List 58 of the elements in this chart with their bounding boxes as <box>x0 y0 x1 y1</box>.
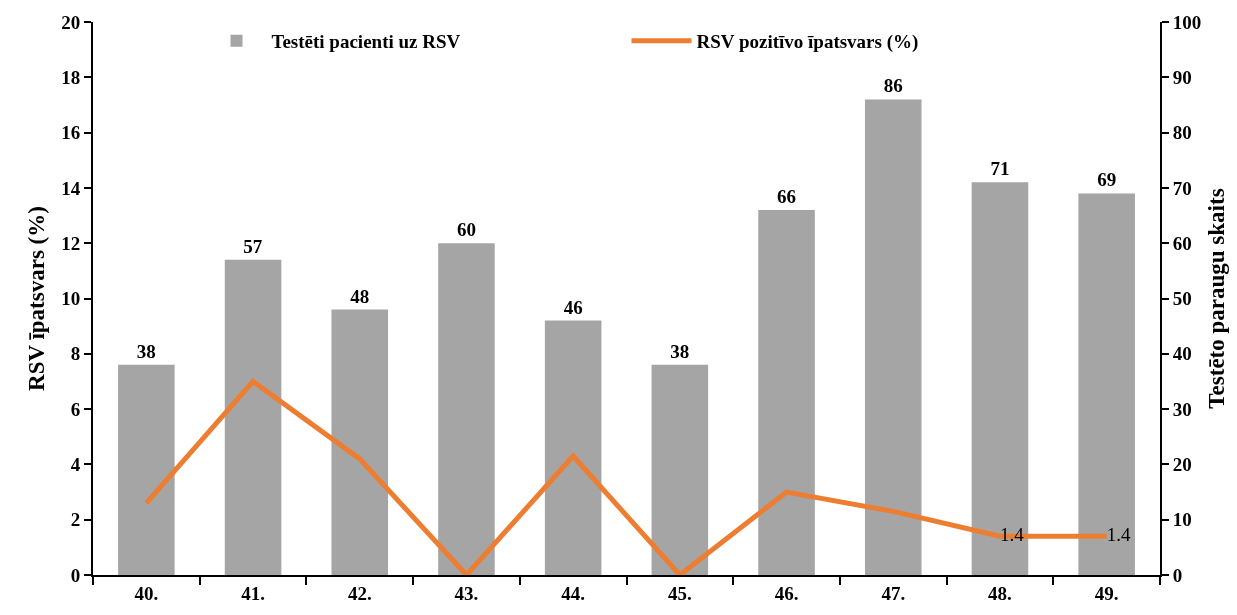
y-tick-label: 6 <box>70 398 81 420</box>
y2-axis-title: Testēto paraugu skaits <box>1204 188 1230 409</box>
data-label: 66 <box>777 186 797 208</box>
y-tick-label: 10 <box>61 288 81 310</box>
y-tick-label: 8 <box>70 343 81 365</box>
x-tick-label: 45. <box>667 582 692 604</box>
data-label: 86 <box>883 75 903 97</box>
y2-tick-label: 20 <box>1172 454 1192 476</box>
bar <box>758 210 815 575</box>
y2-tick-label: 70 <box>1172 177 1192 199</box>
data-label: 69 <box>1097 169 1117 191</box>
y2-tick-label: 80 <box>1172 122 1192 144</box>
x-tick-label: 48. <box>988 582 1012 604</box>
x-tick-label: 43. <box>454 582 479 604</box>
y2-tick-label: 40 <box>1172 343 1192 365</box>
bar <box>331 309 389 575</box>
y-tick-label: 2 <box>70 509 81 531</box>
y2-tick-label: 10 <box>1172 509 1192 531</box>
y-axis-title: RSV īpatsvars (%) <box>24 206 50 391</box>
data-label: 46 <box>563 296 583 318</box>
y-tick-label: 20 <box>61 11 81 33</box>
legend-label: RSV pozitīvo īpatsvars (%) <box>696 31 919 54</box>
data-label: 1.4 <box>1106 524 1131 546</box>
x-tick-label: 42. <box>347 582 372 604</box>
x-tick-label: 40. <box>134 582 159 604</box>
bar <box>651 364 709 575</box>
bar <box>224 259 282 575</box>
bar <box>1078 193 1135 575</box>
y-tick-label: 12 <box>61 232 81 254</box>
bar <box>864 99 922 575</box>
data-label: 38 <box>136 340 156 362</box>
y2-tick-label: 30 <box>1172 398 1192 420</box>
data-label: 1.4 <box>999 524 1025 546</box>
x-tick-label: 46. <box>774 582 799 604</box>
bar <box>971 182 1029 575</box>
y-tick-label: 0 <box>70 564 81 586</box>
x-tick-label: 49. <box>1094 582 1119 604</box>
y-tick-label: 16 <box>61 122 81 144</box>
x-tick-label: 41. <box>241 582 265 604</box>
data-label: 60 <box>456 219 476 241</box>
bar <box>544 320 602 575</box>
y-tick-label: 4 <box>70 454 81 476</box>
data-label: 71 <box>990 158 1010 180</box>
data-label: 38 <box>670 340 690 362</box>
data-label: 57 <box>243 235 263 257</box>
legend-label: Testēti pacienti uz RSV <box>271 31 461 53</box>
y-tick-label: 14 <box>61 177 81 199</box>
data-label: 48 <box>350 285 370 307</box>
x-tick-label: 44. <box>561 582 586 604</box>
bar <box>438 243 495 575</box>
y2-tick-label: 100 <box>1172 11 1202 33</box>
y2-tick-label: 90 <box>1172 66 1192 88</box>
bar <box>118 364 175 575</box>
y2-tick-label: 0 <box>1172 564 1183 586</box>
y2-tick-label: 50 <box>1172 288 1192 310</box>
y-tick-label: 18 <box>61 66 81 88</box>
x-tick-label: 47. <box>881 582 906 604</box>
y2-tick-label: 60 <box>1172 232 1192 254</box>
